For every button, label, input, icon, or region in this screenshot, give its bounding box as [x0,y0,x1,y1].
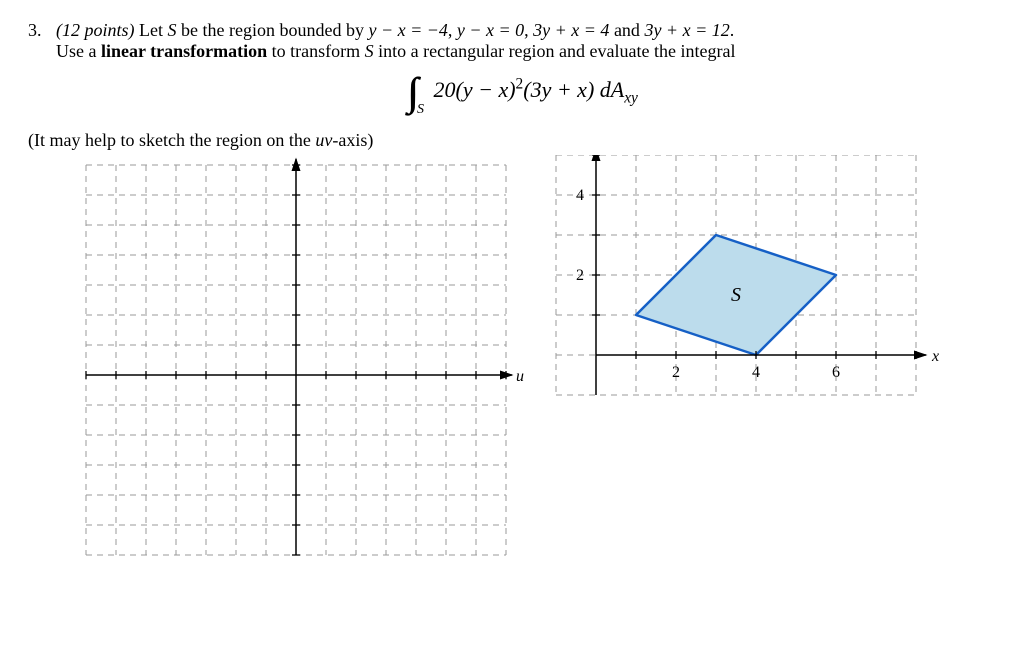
t4: to transform [267,41,364,61]
integrand: 20(y − x)2(3y + x) dAxy [434,77,638,102]
eq4: 3y + x = 12 [644,20,729,40]
problem-line1: (12 points) Let S be the region bounded … [56,20,989,41]
svg-text:v: v [302,155,310,159]
t2: be the region bounded by [177,20,369,40]
points: (12 points) [56,20,135,40]
uv-grid-chart: vu [56,155,536,575]
svg-text:4: 4 [752,364,760,381]
int-body: 20(y − x) [434,77,516,102]
c3: and [609,20,644,40]
svg-text:2: 2 [576,267,584,284]
h2: uv [315,130,332,150]
h1: (It may help to sketch the region on the [28,130,315,150]
t3: Use a [56,41,101,61]
display-integral: ∫∫S 20(y − x)2(3y + x) dAxy [56,76,989,118]
eq3: 3y + x = 4 [533,20,609,40]
c2: , [524,20,533,40]
graphs-row: vu 24624yxS [56,155,989,575]
h3: -axis) [332,130,373,150]
int-sub: xy [624,90,638,107]
t5: into a rectangular region and evaluate t… [374,41,736,61]
svg-text:4: 4 [576,187,584,204]
problem-line2: Use a linear transformation to transform… [56,41,989,62]
svg-text:6: 6 [832,364,840,381]
problem-number: 3. [28,20,56,41]
hint-line: (It may help to sketch the region on the… [28,130,989,151]
script-S: S [168,20,177,40]
c1: , [448,20,457,40]
eq2: y − x = 0 [457,20,524,40]
script-S-2: S [365,41,374,61]
problem-body: (12 points) Let S be the region bounded … [56,20,989,575]
t1: Let [135,20,168,40]
eq1: y − x = −4 [368,20,447,40]
svg-text:u: u [516,368,524,385]
period: . [730,20,735,40]
int-tail: (3y + x) dA [523,77,624,102]
xy-grid-chart: 24624yxS [536,155,946,435]
integral-region: S [417,102,424,117]
svg-text:x: x [931,348,939,365]
svg-text:S: S [731,284,741,306]
svg-text:2: 2 [672,364,680,381]
bold-phrase: linear transformation [101,41,267,61]
